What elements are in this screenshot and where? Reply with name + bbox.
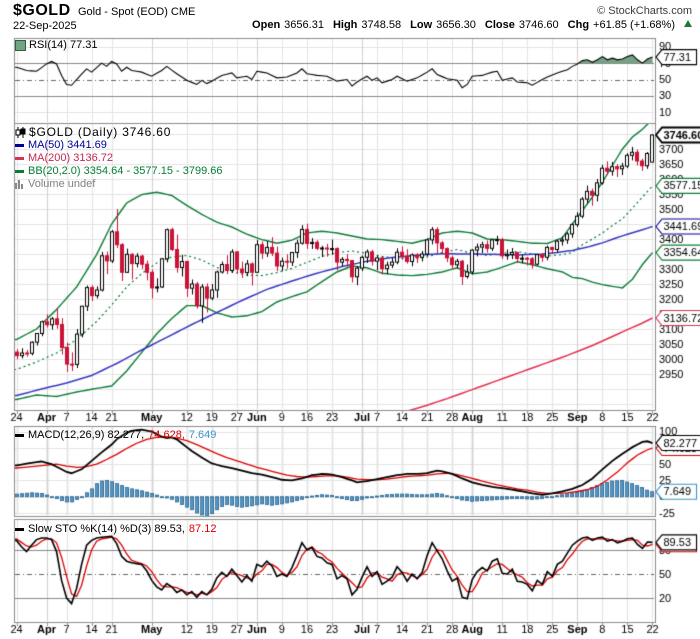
price-legend-symbol: $GOLD (Daily) 3746.60	[29, 125, 172, 139]
bollinger-line-icon	[15, 170, 24, 173]
macd-legend-label: MACD(12,26,9) 82.277,	[28, 429, 145, 441]
macd-signal-value: 74.628,	[148, 429, 185, 441]
volume-bars-icon	[15, 180, 23, 189]
macd-legend: MACD(12,26,9) 82.277, 74.628, 7.649	[15, 429, 216, 442]
price-legend: $GOLD (Daily) 3746.60 MA(50) 3441.69 MA(…	[15, 126, 222, 191]
change-up-triangle-icon	[684, 20, 692, 27]
high-label: High	[332, 19, 358, 31]
sto-d-value: 87.12	[188, 523, 217, 535]
instrument-name: Gold - Spot (EOD) CME	[78, 6, 196, 18]
volume-legend-label: Volume undef	[28, 178, 96, 190]
sto-line-icon	[15, 528, 24, 531]
low-value: 3656.30	[436, 19, 476, 31]
rsi-area-icon	[15, 40, 26, 51]
close-value: 3746.60	[518, 19, 559, 31]
chg-value: +61.85 (+1.68%)	[593, 19, 675, 31]
macd-hist-value: 7.649	[188, 429, 217, 441]
copyright: © StockCharts.com	[597, 5, 692, 17]
low-label: Low	[410, 19, 433, 31]
rsi-legend: RSI(14) 77.31	[15, 39, 97, 52]
chg-label: Chg	[567, 19, 590, 31]
macd-line-icon	[15, 434, 24, 437]
chart-date: 22-Sep-2025	[13, 20, 77, 32]
ma50-line-icon	[15, 144, 24, 147]
ma200-legend-label: MA(200) 3136.72	[28, 152, 113, 164]
sto-legend: Slow STO %K(14) %D(3) 89.53, 87.12	[15, 523, 216, 536]
candlestick-icon	[15, 127, 26, 138]
bb-legend-label: BB(20,2.0) 3354.64 - 3577.15 - 3799.66	[28, 165, 223, 177]
close-label: Close	[484, 19, 515, 31]
open-value: 3656.31	[284, 19, 324, 31]
ma50-legend-label: MA(50) 3441.69	[28, 139, 107, 151]
ticker-symbol: $GOLD	[13, 2, 71, 19]
rsi-legend-label: RSI(14) 77.31	[29, 39, 98, 51]
open-label: Open	[252, 19, 281, 31]
high-value: 3748.58	[361, 19, 402, 31]
quote-bar: Open 3656.31 High 3748.58 Low 3656.30 Close 374…	[252, 19, 692, 31]
sto-legend-label: Slow STO %K(14) %D(3) 89.53,	[28, 523, 185, 535]
ma200-line-icon	[15, 157, 24, 160]
